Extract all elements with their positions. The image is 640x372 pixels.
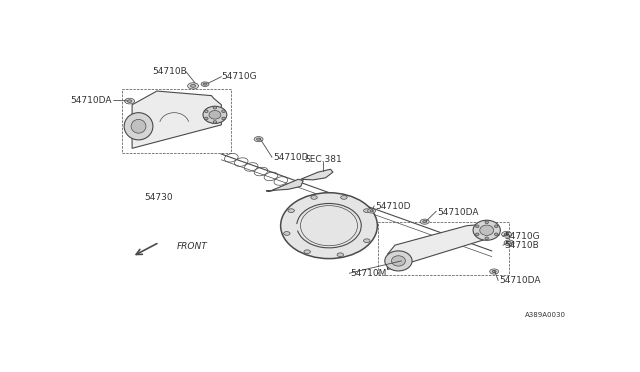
Ellipse shape <box>340 196 347 199</box>
Ellipse shape <box>205 110 208 112</box>
Ellipse shape <box>364 209 370 212</box>
Ellipse shape <box>254 137 263 142</box>
Text: A389A0030: A389A0030 <box>525 312 566 318</box>
Ellipse shape <box>222 110 225 112</box>
Text: 54710B: 54710B <box>152 67 187 76</box>
Ellipse shape <box>490 269 499 274</box>
Ellipse shape <box>385 251 412 271</box>
Ellipse shape <box>507 241 511 244</box>
Text: FRONT: FRONT <box>177 242 207 251</box>
Ellipse shape <box>191 84 196 87</box>
Text: 54710G: 54710G <box>221 72 257 81</box>
Ellipse shape <box>392 256 405 266</box>
Text: 54710D: 54710D <box>375 202 411 211</box>
Polygon shape <box>266 179 303 191</box>
Ellipse shape <box>209 110 221 119</box>
Ellipse shape <box>222 117 225 120</box>
Ellipse shape <box>476 225 479 228</box>
Ellipse shape <box>502 231 511 237</box>
Ellipse shape <box>337 253 344 257</box>
Ellipse shape <box>492 270 496 273</box>
Text: 54710DA: 54710DA <box>437 208 479 217</box>
Text: 54710B: 54710B <box>504 241 539 250</box>
Ellipse shape <box>204 83 207 85</box>
Ellipse shape <box>480 225 493 235</box>
Polygon shape <box>388 224 499 269</box>
Ellipse shape <box>124 113 153 140</box>
Text: SEC.381: SEC.381 <box>304 155 342 164</box>
Ellipse shape <box>288 209 294 212</box>
Text: 54710G: 54710G <box>504 232 540 241</box>
Ellipse shape <box>213 106 217 109</box>
Ellipse shape <box>257 138 260 140</box>
Ellipse shape <box>420 219 429 224</box>
Ellipse shape <box>473 220 500 240</box>
Text: 54710M: 54710M <box>350 269 387 278</box>
Text: 54710DA: 54710DA <box>71 96 112 105</box>
Ellipse shape <box>476 233 479 235</box>
Polygon shape <box>301 169 333 180</box>
Text: 54730: 54730 <box>145 193 173 202</box>
Ellipse shape <box>485 237 488 240</box>
Ellipse shape <box>304 250 310 254</box>
Ellipse shape <box>367 208 376 213</box>
Ellipse shape <box>364 239 370 243</box>
Ellipse shape <box>311 196 317 199</box>
Polygon shape <box>132 91 221 148</box>
Ellipse shape <box>125 98 134 104</box>
Ellipse shape <box>504 240 514 246</box>
Ellipse shape <box>131 119 146 133</box>
Text: 54710DA: 54710DA <box>499 276 541 285</box>
Ellipse shape <box>504 233 509 235</box>
Ellipse shape <box>284 232 290 235</box>
Ellipse shape <box>203 106 227 124</box>
Ellipse shape <box>188 83 198 89</box>
Ellipse shape <box>201 82 209 86</box>
Ellipse shape <box>213 121 217 123</box>
Ellipse shape <box>127 100 132 102</box>
Text: 54710D: 54710D <box>273 153 309 162</box>
Ellipse shape <box>423 221 427 223</box>
Ellipse shape <box>485 221 488 224</box>
Ellipse shape <box>370 210 373 212</box>
Ellipse shape <box>495 233 498 235</box>
Ellipse shape <box>280 193 378 259</box>
Ellipse shape <box>205 117 208 120</box>
Ellipse shape <box>495 225 498 228</box>
